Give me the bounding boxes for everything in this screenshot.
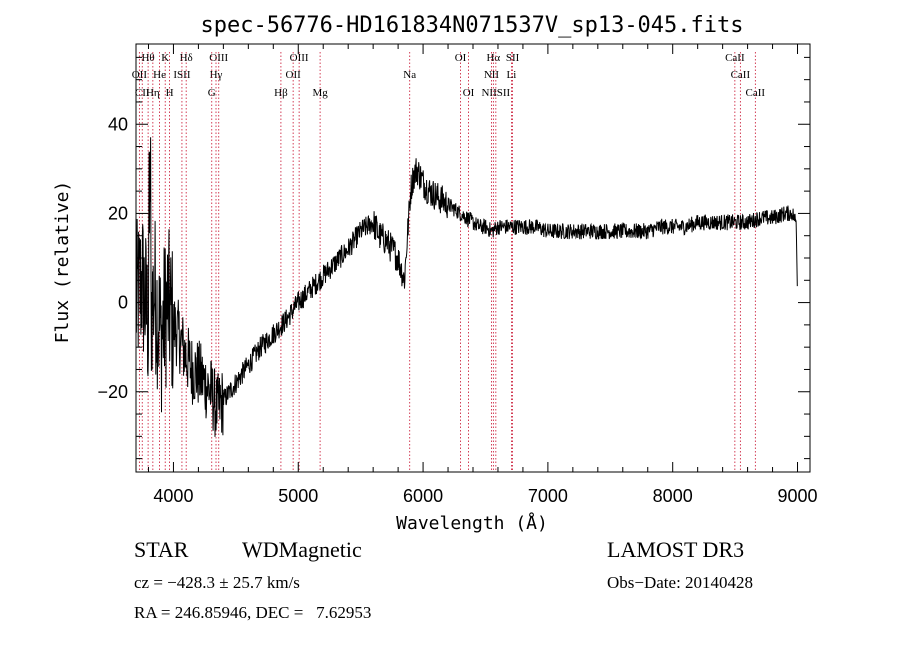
x-axis-label: Wavelength (Å) [396, 512, 548, 534]
line-label-21: G [208, 87, 216, 99]
line-label-0: Hθ [141, 52, 154, 64]
line-label-14: Na [403, 69, 416, 81]
observation-date: Obs−Date: 20140428 [607, 573, 754, 592]
x-tick-label: 6000 [403, 486, 443, 506]
line-label-12: Hγ [210, 69, 223, 81]
line-label-3: OIII [209, 52, 228, 64]
line-label-6: Hα [486, 52, 500, 64]
y-tick-label: 0 [118, 293, 128, 313]
y-axis-label: Flux (relative) [52, 181, 73, 344]
line-label-18: CII [135, 87, 150, 99]
y-tick-label: 40 [108, 114, 128, 134]
line-label-5: OI [455, 52, 467, 64]
line-label-23: Mg [312, 87, 328, 99]
line-label-10: He [153, 69, 166, 81]
axis-ticks: 4000 5000 6000 7000 8000 9000 −20 0 20 40 [97, 44, 818, 506]
x-tick-label: 9000 [777, 486, 817, 506]
survey-name: LAMOST DR3 [607, 537, 745, 562]
line-label-11: ISII [173, 69, 190, 81]
line-label-15: NII [484, 69, 500, 81]
line-label-8: CaII [725, 52, 745, 64]
line-label-22: Hβ [274, 87, 288, 99]
object-class: STAR [134, 537, 189, 562]
line-label-17: CaII [731, 69, 751, 81]
line-label-20: H [166, 87, 174, 99]
line-label-13: OII [286, 69, 302, 81]
redshift-cz: cz = −428.3 ± 25.7 km/s [134, 573, 300, 592]
chart-title: spec-56776-HD161834N071537V_sp13-045.fit… [200, 13, 743, 38]
object-subclass: WDMagnetic [242, 537, 362, 562]
x-tick-label: 5000 [278, 486, 318, 506]
x-tick-label: 7000 [528, 486, 568, 506]
line-label-25: NIISII [481, 87, 510, 99]
line-label-4: OIII [290, 52, 309, 64]
spectrum-line [135, 137, 798, 437]
line-label-2: Hδ [180, 52, 193, 64]
line-label-1: K [161, 52, 169, 64]
plot-frame [135, 43, 811, 473]
line-label-24: OI [463, 87, 475, 99]
line-label-7: SII [506, 52, 520, 64]
y-tick-label: −20 [97, 382, 128, 402]
line-label-19: Hη [146, 87, 160, 99]
line-label-26: CaII [746, 87, 766, 99]
x-tick-label: 4000 [153, 486, 193, 506]
coordinates: RA = 246.85946, DEC = 7.62953 [134, 603, 372, 622]
y-tick-label: 20 [108, 203, 128, 223]
series-layer [135, 137, 798, 437]
line-label-16: Li [507, 69, 517, 81]
x-tick-label: 8000 [653, 486, 693, 506]
